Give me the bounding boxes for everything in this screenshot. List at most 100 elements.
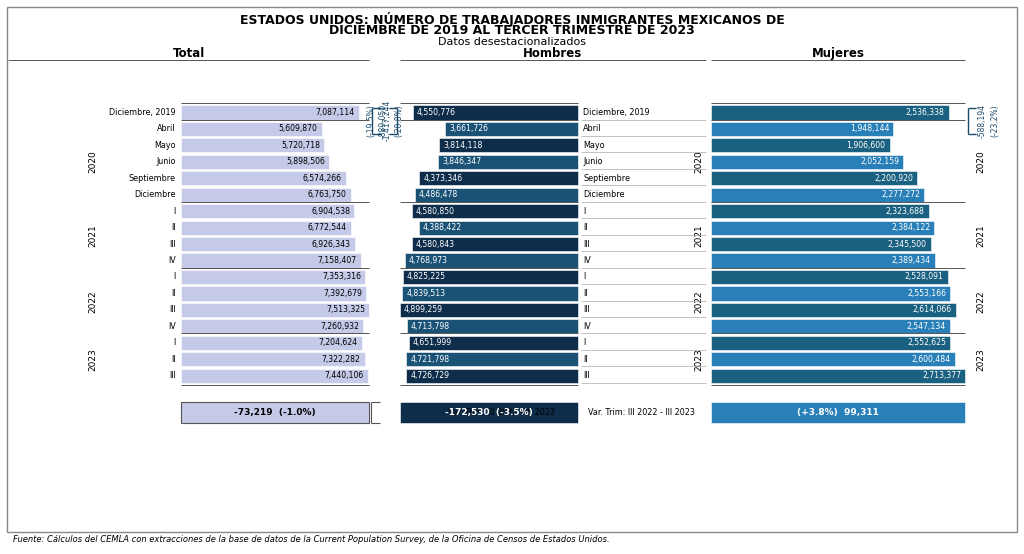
Text: 7,322,282: 7,322,282 [322, 355, 360, 364]
Text: 2,713,377: 2,713,377 [923, 371, 962, 380]
Text: Diciembre, 2019: Diciembre, 2019 [110, 108, 176, 117]
Text: 4,388,422: 4,388,422 [423, 223, 462, 232]
FancyBboxPatch shape [711, 138, 890, 152]
FancyBboxPatch shape [711, 155, 903, 169]
Text: 4,580,850: 4,580,850 [416, 207, 455, 216]
Text: III: III [169, 305, 176, 315]
Text: I: I [584, 207, 586, 216]
Text: 2023: 2023 [694, 348, 702, 371]
FancyBboxPatch shape [404, 254, 579, 268]
Text: I: I [584, 273, 586, 281]
Text: ESTADOS UNIDOS: NÚMERO DE TRABAJADORES INMIGRANTES MEXICANOS DE: ESTADOS UNIDOS: NÚMERO DE TRABAJADORES I… [240, 12, 784, 27]
FancyBboxPatch shape [407, 352, 579, 366]
Text: Junio: Junio [157, 157, 176, 166]
FancyBboxPatch shape [711, 270, 948, 284]
Text: II: II [584, 355, 588, 364]
Text: II: II [584, 289, 588, 298]
Text: 2022: 2022 [976, 290, 985, 313]
Text: 2020: 2020 [694, 151, 702, 173]
Text: 6,574,266: 6,574,266 [303, 174, 342, 183]
Text: II: II [171, 355, 176, 364]
Text: 4,550,776: 4,550,776 [417, 108, 456, 117]
FancyBboxPatch shape [400, 402, 579, 423]
Text: (-20.8%): (-20.8%) [394, 104, 403, 137]
FancyBboxPatch shape [181, 188, 350, 202]
Text: 2020: 2020 [88, 151, 97, 173]
FancyBboxPatch shape [439, 138, 579, 152]
Text: Var. Trim: III 2022 - III 2023: Var. Trim: III 2022 - III 2023 [449, 408, 555, 417]
FancyBboxPatch shape [711, 368, 966, 383]
Text: II: II [584, 223, 588, 232]
Text: 4,651,999: 4,651,999 [413, 338, 453, 347]
FancyBboxPatch shape [419, 171, 579, 186]
Text: 2,536,338: 2,536,338 [905, 108, 944, 117]
Text: 2,384,122: 2,384,122 [891, 223, 930, 232]
Text: III: III [584, 239, 590, 249]
Text: 4,373,346: 4,373,346 [423, 174, 462, 183]
FancyBboxPatch shape [181, 319, 364, 334]
Text: III: III [169, 371, 176, 380]
FancyBboxPatch shape [181, 286, 367, 300]
Text: -889,050: -889,050 [378, 104, 387, 138]
Text: 2,052,159: 2,052,159 [860, 157, 899, 166]
Text: 2,323,688: 2,323,688 [886, 207, 925, 216]
FancyBboxPatch shape [409, 336, 579, 350]
Text: I: I [174, 273, 176, 281]
Text: III: III [584, 305, 590, 315]
Text: Abril: Abril [584, 125, 602, 134]
Text: III: III [169, 239, 176, 249]
Text: Junio: Junio [584, 157, 603, 166]
Text: 7,440,106: 7,440,106 [325, 371, 364, 380]
Text: I: I [584, 338, 586, 347]
Text: 7,204,624: 7,204,624 [318, 338, 357, 347]
FancyBboxPatch shape [181, 237, 354, 251]
Text: 3,814,118: 3,814,118 [443, 141, 483, 150]
Text: 5,898,506: 5,898,506 [286, 157, 325, 166]
FancyBboxPatch shape [181, 254, 360, 268]
FancyBboxPatch shape [711, 237, 931, 251]
FancyBboxPatch shape [413, 105, 579, 120]
Text: IV: IV [168, 256, 176, 265]
Text: 6,904,538: 6,904,538 [311, 207, 350, 216]
FancyBboxPatch shape [711, 352, 954, 366]
Text: III: III [584, 371, 590, 380]
FancyBboxPatch shape [711, 254, 935, 268]
FancyBboxPatch shape [445, 122, 579, 136]
FancyBboxPatch shape [181, 204, 354, 218]
Text: II: II [171, 223, 176, 232]
Text: 2,553,166: 2,553,166 [907, 289, 946, 298]
Text: 2022: 2022 [88, 290, 97, 313]
FancyBboxPatch shape [711, 336, 950, 350]
FancyBboxPatch shape [415, 188, 579, 202]
FancyBboxPatch shape [711, 204, 929, 218]
FancyBboxPatch shape [402, 286, 579, 300]
FancyBboxPatch shape [711, 188, 925, 202]
Text: 2020: 2020 [976, 151, 985, 173]
FancyBboxPatch shape [412, 237, 579, 251]
Text: Abril: Abril [158, 125, 176, 134]
Text: Total: Total [172, 47, 205, 60]
Text: 2022: 2022 [694, 290, 702, 313]
Text: 2021: 2021 [694, 224, 702, 247]
Text: -588,194: -588,194 [978, 104, 987, 138]
Text: Diciembre: Diciembre [584, 190, 625, 199]
Text: 7,353,316: 7,353,316 [323, 273, 361, 281]
Text: Mujeres: Mujeres [811, 47, 864, 60]
FancyBboxPatch shape [711, 303, 955, 317]
FancyBboxPatch shape [181, 336, 361, 350]
Text: 6,763,750: 6,763,750 [307, 190, 346, 199]
Text: Septiembre: Septiembre [129, 174, 176, 183]
FancyBboxPatch shape [711, 122, 893, 136]
FancyBboxPatch shape [181, 155, 329, 169]
Text: 2,389,434: 2,389,434 [892, 256, 931, 265]
FancyBboxPatch shape [711, 402, 966, 423]
Text: Diciembre: Diciembre [134, 190, 176, 199]
Text: 2,277,272: 2,277,272 [882, 190, 921, 199]
Text: 4,825,225: 4,825,225 [407, 273, 445, 281]
Text: Fuente: Cálculos del CEMLA con extracciones de la base de datos de la Current Po: Fuente: Cálculos del CEMLA con extraccio… [13, 535, 609, 543]
Text: 2023: 2023 [88, 348, 97, 371]
FancyBboxPatch shape [438, 155, 579, 169]
FancyBboxPatch shape [181, 368, 368, 383]
Text: (-19.5%): (-19.5%) [366, 104, 375, 137]
Text: 2,345,500: 2,345,500 [888, 239, 927, 249]
